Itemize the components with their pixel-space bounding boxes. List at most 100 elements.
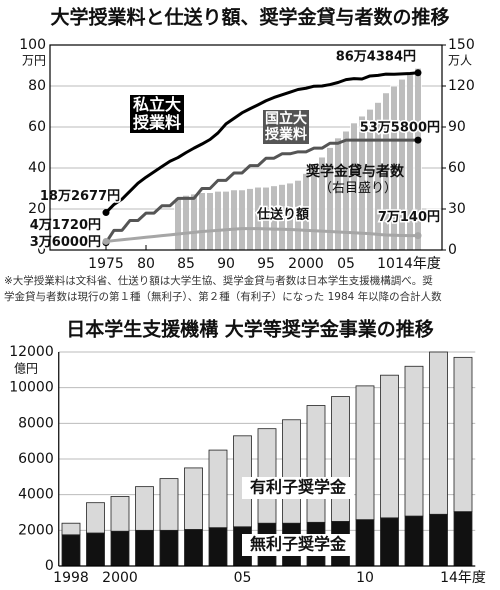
bar <box>159 529 179 567</box>
y-tick-label: 6000 <box>18 451 54 467</box>
bar <box>110 496 130 532</box>
bar <box>135 486 154 531</box>
x-tick-label: 10 <box>356 570 374 586</box>
x-tick-label: 1998 <box>53 570 89 586</box>
x-tick-label: 14年度 <box>440 570 486 586</box>
bar <box>214 190 222 251</box>
point <box>102 209 110 217</box>
bar <box>174 197 182 251</box>
y-tick-label: 0 <box>45 558 54 574</box>
y-tick-label: 0 <box>37 242 46 258</box>
bar <box>230 189 238 251</box>
y-tick-label: 12000 <box>9 344 54 360</box>
bar <box>453 511 473 567</box>
point <box>414 69 422 77</box>
bar <box>184 467 203 530</box>
bar <box>208 449 228 529</box>
chart-title: 大学授業料と仕送り額、奨学金貸与者数の推移 <box>50 6 449 29</box>
line <box>105 227 419 243</box>
bar <box>86 532 105 567</box>
bar <box>198 192 206 251</box>
value-label: 7万140円 <box>378 210 440 225</box>
y-unit: 億円 <box>14 362 38 376</box>
y2-tick-label: 150 <box>448 37 475 53</box>
line <box>104 71 419 214</box>
y-unit: 万円 <box>22 54 46 68</box>
y-tick-label: 40 <box>28 160 46 176</box>
value-label: 53万5800円 <box>360 121 440 136</box>
footnote: ※大学授業料は文科省、仕送り額は大学生協、奨学金貸与者数は日本学生支援機構調べ。… <box>4 274 433 287</box>
bar <box>208 527 228 567</box>
bar <box>380 374 399 519</box>
bar <box>429 351 448 515</box>
y2-tick-label: 90 <box>448 119 466 135</box>
series-label: 有利子奨学金 <box>250 478 347 497</box>
series-label: 無利子奨学金 <box>250 535 347 554</box>
value-label: 86万4384円 <box>336 49 416 64</box>
bar <box>429 513 448 567</box>
series-label: 奨学金貸与者数 <box>306 164 404 180</box>
point <box>414 232 422 240</box>
axis-note: （右目盛り） <box>318 181 397 196</box>
point <box>414 136 422 144</box>
bar <box>404 515 424 567</box>
label-bg <box>242 534 354 556</box>
x-tick-label: 14年度 <box>395 256 441 272</box>
bar <box>159 478 179 531</box>
y-tick-label: 4000 <box>18 487 54 503</box>
chart-title: 日本学生支援機構 大学等奨学金事業の推移 <box>66 318 434 341</box>
y-tick-label: 2000 <box>18 522 54 538</box>
bar <box>380 517 399 567</box>
y2-tick-label: 0 <box>448 242 457 258</box>
value-label: 4万1720円 <box>30 218 101 233</box>
bar <box>206 192 214 251</box>
bar <box>355 385 375 521</box>
label-bg <box>242 477 354 499</box>
y2-tick-label: 120 <box>448 78 475 94</box>
footnote: 学金貸与者数は現行の第１種（無利子）、第２種（有利子）になった 1984 年以降… <box>4 290 442 303</box>
y-tick-label: 80 <box>28 78 46 94</box>
bar <box>86 502 105 534</box>
bar <box>135 529 154 567</box>
bar <box>238 189 246 251</box>
x-tick-label: 10 <box>377 256 395 272</box>
bar <box>61 534 81 567</box>
bar <box>306 405 326 523</box>
y-tick-label: 8000 <box>18 415 54 431</box>
bar <box>282 419 301 524</box>
bar <box>61 522 81 536</box>
x-tick-label: 95 <box>257 256 275 272</box>
bar <box>404 365 424 517</box>
bar <box>182 194 190 251</box>
bar <box>110 530 130 567</box>
bar <box>331 396 350 522</box>
bar <box>257 428 277 524</box>
y-tick-label: 60 <box>28 119 46 135</box>
x-tick-label: 2000 <box>102 570 138 586</box>
bar <box>184 529 203 567</box>
series-label: 国立大授業料 <box>263 110 309 144</box>
y2-tick-label: 30 <box>448 201 466 217</box>
x-tick-label: 05 <box>234 570 252 586</box>
y-tick-label: 20 <box>28 201 46 217</box>
y-tick-label: 10000 <box>9 380 54 396</box>
x-tick-label: 90 <box>217 256 235 272</box>
value-label: 18万2677円 <box>40 189 120 204</box>
bar <box>326 147 334 251</box>
x-tick-label: 2000 <box>288 256 324 272</box>
bar <box>355 519 375 567</box>
value-label: 3万6000円 <box>30 235 101 250</box>
y2-tick-label: 60 <box>448 160 466 176</box>
bar <box>246 188 254 251</box>
y-tick-label: 100 <box>19 37 46 53</box>
x-tick-label: 05 <box>337 256 355 272</box>
bar <box>222 190 230 251</box>
y2-unit: 万人 <box>448 54 472 68</box>
x-tick-label: 1975 <box>88 256 124 272</box>
line <box>104 138 418 244</box>
series-label: 仕送り額 <box>256 207 309 223</box>
bar <box>453 356 473 513</box>
plot-frame <box>49 44 443 251</box>
